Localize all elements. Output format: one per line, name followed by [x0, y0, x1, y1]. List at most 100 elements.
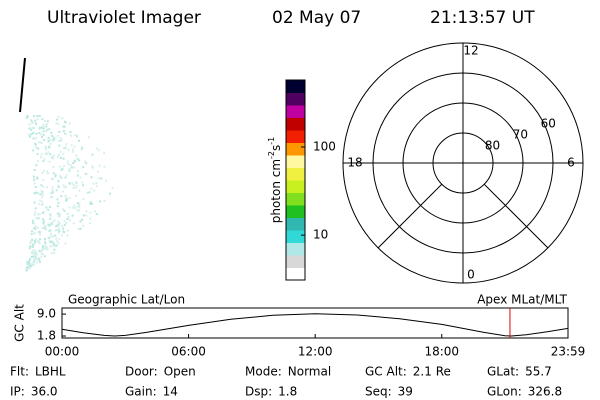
dot	[36, 115, 39, 117]
dot	[41, 136, 43, 138]
dot	[29, 263, 32, 266]
dot	[39, 141, 42, 144]
dot	[89, 201, 92, 204]
dot	[87, 136, 90, 139]
dot	[55, 225, 58, 228]
dot	[89, 217, 92, 220]
image-dots	[25, 115, 114, 272]
dot	[53, 219, 56, 222]
dot	[45, 125, 48, 128]
dot	[37, 192, 40, 195]
dot	[70, 144, 73, 147]
dot	[33, 251, 36, 254]
dot	[47, 140, 50, 143]
dot	[31, 132, 33, 135]
dot	[52, 154, 55, 157]
dot	[28, 123, 31, 126]
dot	[74, 134, 77, 136]
dot	[42, 123, 45, 126]
dot	[43, 255, 46, 258]
colorbar-cell	[286, 267, 305, 281]
dot	[34, 238, 37, 241]
dot	[66, 234, 69, 237]
dot	[32, 243, 35, 246]
colorbar-cell	[286, 155, 305, 168]
dot	[58, 215, 61, 218]
dot	[43, 244, 46, 247]
dot	[72, 148, 74, 151]
dot	[109, 192, 111, 195]
dot	[37, 213, 39, 216]
dot	[42, 127, 45, 130]
dot	[41, 227, 44, 230]
dot	[27, 267, 29, 270]
dot	[36, 118, 39, 121]
dot	[39, 260, 41, 263]
label-part: photon cm	[269, 159, 283, 223]
dot	[31, 263, 34, 266]
dot	[63, 165, 66, 167]
dot	[40, 252, 43, 255]
dot	[45, 206, 48, 209]
dot	[45, 246, 48, 249]
dot	[36, 177, 39, 180]
dot	[78, 189, 81, 192]
dot	[34, 225, 37, 228]
dot	[39, 238, 41, 241]
dot	[95, 182, 98, 184]
dot	[57, 184, 60, 187]
dot	[75, 184, 78, 187]
x-tick-label: 23:59	[551, 345, 586, 359]
x-tick-label: 00:00	[45, 345, 80, 359]
dot	[42, 252, 44, 255]
dot	[33, 177, 36, 180]
dot	[58, 222, 61, 225]
colorbar-cell	[286, 117, 305, 131]
dot	[78, 204, 80, 207]
dot	[32, 261, 35, 264]
dot	[31, 121, 34, 124]
dot	[58, 238, 61, 241]
dot	[63, 186, 66, 189]
dot	[56, 118, 59, 121]
dot	[57, 156, 60, 158]
colorbar-cell	[286, 217, 305, 231]
dot	[33, 263, 36, 266]
dot	[33, 253, 36, 256]
dot	[67, 148, 70, 151]
dot	[44, 238, 46, 241]
dot	[41, 193, 44, 196]
dot	[33, 213, 36, 216]
dot	[81, 218, 83, 221]
dot	[48, 239, 51, 242]
dot	[71, 214, 74, 217]
dot	[54, 174, 57, 177]
dot	[97, 170, 99, 173]
dot	[30, 252, 33, 255]
dot	[93, 189, 96, 192]
colorbar-cell	[286, 230, 305, 243]
dot	[41, 118, 44, 121]
dot	[34, 186, 37, 188]
dot	[36, 176, 39, 179]
dot	[73, 204, 76, 207]
dot	[76, 135, 78, 138]
dot	[36, 261, 39, 264]
dot	[35, 132, 38, 135]
dot	[32, 115, 35, 118]
dot	[83, 214, 85, 217]
dot	[32, 219, 34, 222]
dot	[35, 137, 38, 140]
dot	[63, 147, 66, 150]
dot	[82, 224, 85, 227]
y-tick-label: 1.8	[37, 329, 56, 343]
dot	[91, 153, 94, 156]
x-tick-label: 06:00	[171, 345, 206, 359]
colorbar-cell	[286, 180, 305, 193]
dot	[58, 139, 61, 142]
dot	[56, 134, 59, 137]
dot	[72, 186, 75, 189]
dot	[29, 245, 32, 248]
dot	[31, 238, 34, 241]
